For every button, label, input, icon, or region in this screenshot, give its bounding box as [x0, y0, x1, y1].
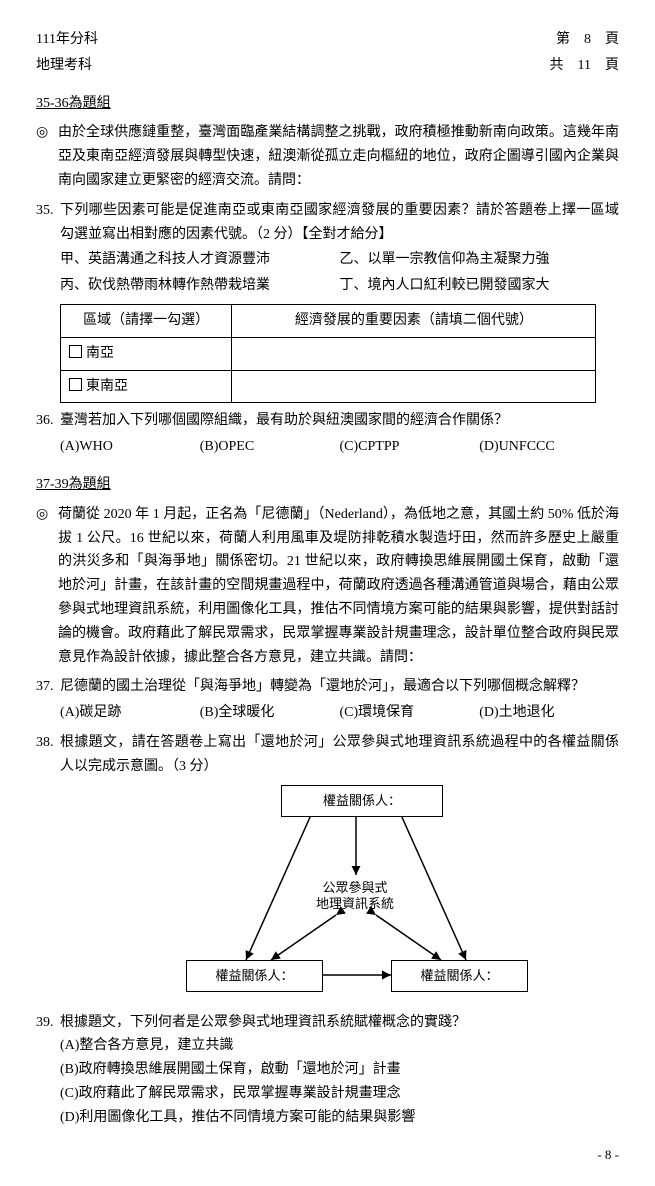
- center-line2: 地理資訊系統: [316, 896, 394, 911]
- diagram-box-bl: 權益關係人：: [186, 960, 323, 992]
- q35-row1-ans: [232, 337, 596, 370]
- intro-text-2: 荷蘭從 2020 年 1 月起，正名為「尼德蘭」（Nederland），為低地之…: [58, 503, 619, 670]
- question-38: 38. 根據題文，請在答題卷上寫出「還地於河」公眾參與式地理資訊系統過程中的各權…: [36, 731, 619, 779]
- q38-num: 38.: [36, 731, 60, 779]
- header-total: 共 11 頁: [550, 54, 619, 78]
- q37-a: (A)碳足跡: [60, 701, 200, 725]
- question-39: 39. 根據題文，下列何者是公眾參與式地理資訊系統賦權概念的實踐？ (A)整合各…: [36, 1011, 619, 1130]
- q35-opt-jia: 甲、英語溝通之科技人才資源豐沛: [60, 248, 340, 272]
- question-35: 35. 下列哪些因素可能是促進南亞或東南亞國家經濟發展的重要因素？請於答題卷上擇…: [36, 199, 619, 298]
- q35-opt-ding: 丁、境內人口紅利較已開發國家大: [340, 274, 620, 298]
- page-header-2: 地理考科 共 11 頁: [36, 54, 619, 78]
- q35-row2: 東南亞: [61, 370, 232, 403]
- q39-b: (B)政府轉換思維展開國土保育，啟動「還地於河」計畫: [60, 1058, 619, 1082]
- q38-text: 根據題文，請在答題卷上寫出「還地於河」公眾參與式地理資訊系統過程中的各權益關係人…: [60, 731, 619, 779]
- q36-text: 臺灣若加入下列哪個國際組織，最有助於與紐澳國家間的經濟合作關係？: [60, 409, 619, 433]
- q35-row1: 南亞: [61, 337, 232, 370]
- q36-c: (C)CPTPP: [340, 435, 480, 459]
- q36-a: (A)WHO: [60, 435, 200, 459]
- intro-text: 由於全球供應鏈重整，臺灣面臨產業結構調整之挑戰，政府積極推動新南向政策。這幾年南…: [58, 121, 619, 192]
- q35-opt-yi: 乙、以單一宗教信仰為主凝聚力強: [340, 248, 620, 272]
- header-page: 第 8 頁: [556, 28, 619, 52]
- checkbox-icon[interactable]: [69, 378, 82, 391]
- group-37-39-title: 37-39為題組: [36, 473, 619, 497]
- q35-text: 下列哪些因素可能是促進南亞或東南亞國家經濟發展的重要因素？請於答題卷上擇一區域勾…: [60, 199, 619, 247]
- q35-row2-ans: [232, 370, 596, 403]
- group-35-36-title: 35-36為題組: [36, 92, 619, 116]
- question-36: 36. 臺灣若加入下列哪個國際組織，最有助於與紐澳國家間的經濟合作關係？ (A)…: [36, 409, 619, 459]
- q37-text: 尼德蘭的國土治理從「與海爭地」轉變為「還地於河」，最適合以下列哪個概念解釋？: [60, 675, 619, 699]
- center-line1: 公眾參與式: [323, 880, 388, 895]
- header-subject: 地理考科: [36, 54, 92, 78]
- diagram-box-top: 權益關係人：: [281, 785, 443, 817]
- intro-mark-2: ◎: [36, 503, 58, 670]
- page-header: 111年分科 第 8 頁: [36, 28, 619, 52]
- q35-th2: 經濟發展的重要因素（請填二個代號）: [232, 304, 596, 337]
- q37-b: (B)全球暖化: [200, 701, 340, 725]
- q35-r2-label: 東南亞: [86, 379, 128, 394]
- q39-text: 根據題文，下列何者是公眾參與式地理資訊系統賦權概念的實踐？: [60, 1011, 619, 1035]
- q39-d: (D)利用圖像化工具，推估不同情境方案可能的結果與影響: [60, 1106, 619, 1130]
- q35-num: 35.: [36, 199, 60, 298]
- q35-th1: 區域（請擇一勾選）: [61, 304, 232, 337]
- group-37-39-intro: ◎ 荷蘭從 2020 年 1 月起，正名為「尼德蘭」（Nederland），為低…: [36, 503, 619, 670]
- q37-num: 37.: [36, 675, 60, 725]
- diagram-box-br: 權益關係人：: [391, 960, 528, 992]
- q35-r1-label: 南亞: [86, 346, 114, 361]
- header-year: 111年分科: [36, 28, 98, 52]
- diagram-center: 公眾參與式 地理資訊系統: [316, 880, 394, 914]
- question-37: 37. 尼德蘭的國土治理從「與海爭地」轉變為「還地於河」，最適合以下列哪個概念解…: [36, 675, 619, 725]
- q35-opt-bing: 丙、砍伐熱帶雨林轉作熱帶栽培業: [60, 274, 340, 298]
- q36-num: 36.: [36, 409, 60, 459]
- group-35-36-intro: ◎ 由於全球供應鏈重整，臺灣面臨產業結構調整之挑戰，政府積極推動新南向政策。這幾…: [36, 121, 619, 192]
- q38-diagram: 權益關係人： 公眾參與式 地理資訊系統 權益關係人： 權益關係人：: [186, 785, 526, 1005]
- q36-d: (D)UNFCCC: [479, 435, 619, 459]
- checkbox-icon[interactable]: [69, 345, 82, 358]
- intro-mark: ◎: [36, 121, 58, 192]
- q37-c: (C)環境保育: [340, 701, 480, 725]
- q39-c: (C)政府藉此了解民眾需求，民眾掌握專業設計規畫理念: [60, 1082, 619, 1106]
- q37-d: (D)土地退化: [479, 701, 619, 725]
- q39-num: 39.: [36, 1011, 60, 1130]
- q35-table: 區域（請擇一勾選） 經濟發展的重要因素（請填二個代號） 南亞 東南亞: [60, 304, 596, 403]
- q39-a: (A)整合各方意見，建立共識: [60, 1034, 619, 1058]
- page-footer: - 8 -: [36, 1144, 619, 1166]
- q36-b: (B)OPEC: [200, 435, 340, 459]
